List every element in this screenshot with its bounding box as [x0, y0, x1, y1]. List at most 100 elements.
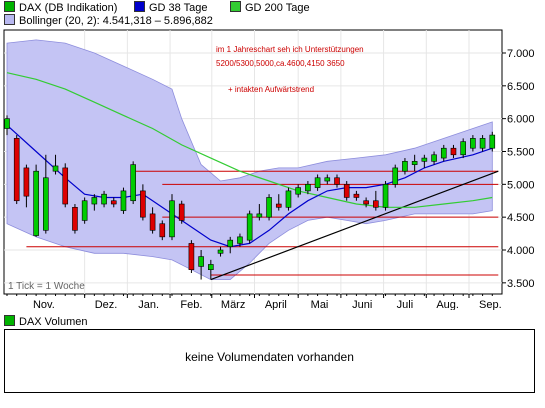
candle: [91, 194, 98, 211]
x-tick-label: Feb.: [180, 299, 202, 310]
candle: [392, 164, 399, 188]
candle-body: [101, 193, 107, 205]
candle: [353, 190, 360, 201]
x-tick-label: Juli: [397, 299, 414, 310]
candle: [246, 210, 253, 244]
trend-line: [210, 170, 499, 281]
annotation-3: + intakten Aufwärtstrend: [228, 85, 314, 94]
legend-label-dax: DAX (DB Indikation): [19, 2, 118, 14]
candle-body: [431, 154, 437, 162]
legend-row-main: DAX (DB Indikation) GD 38 Tage GD 200 Ta…: [4, 1, 310, 14]
y-tick-label: 7.000: [507, 48, 535, 60]
candle: [237, 233, 243, 247]
legend-label-volume: DAX Volumen: [19, 316, 88, 328]
y-tick-label: 4.000: [507, 245, 535, 257]
legend-item-gd38: GD 38 Tage: [134, 1, 208, 14]
y-axis: 3.500 4.000 4.500 5.000 5.500 6.000 6.500 7.000: [502, 48, 535, 290]
candle-body: [305, 184, 311, 192]
candle: [440, 144, 447, 162]
candle-body: [130, 164, 136, 202]
candle: [208, 259, 214, 280]
candle-body: [275, 203, 282, 208]
annotation-2: 5200/5300,5000,ca.4600,4150 3650: [216, 59, 345, 68]
x-tick-label: Nov.: [33, 299, 55, 310]
candle: [334, 174, 340, 188]
candle: [33, 164, 39, 237]
candle-body: [81, 200, 88, 221]
candle: [275, 194, 282, 211]
candle: [295, 184, 301, 198]
candle-body: [52, 165, 59, 172]
candle-body: [440, 147, 447, 159]
candle-body: [324, 177, 331, 182]
candle: [140, 184, 146, 221]
candle: [4, 115, 10, 136]
candle: [110, 197, 117, 208]
volume-message: keine Volumendaten vorhanden: [185, 350, 354, 364]
candle: [470, 135, 476, 152]
candle: [159, 220, 166, 241]
candle-body: [237, 236, 243, 244]
candle: [43, 154, 49, 234]
candle-body: [43, 177, 49, 231]
candle: [217, 246, 224, 257]
volume-panel: keine Volumendaten vorhanden: [4, 329, 535, 393]
y-tick-label: 4.500: [507, 212, 535, 224]
candle-body: [256, 213, 263, 218]
candle-body: [159, 223, 166, 238]
x-tick-label: Dez.: [95, 299, 118, 310]
candle-body: [169, 200, 175, 238]
candle: [314, 174, 321, 191]
candle-body: [178, 203, 185, 221]
y-tick-label: 5.500: [507, 146, 535, 158]
candle: [81, 197, 88, 224]
candle: [402, 158, 408, 175]
legend-label-gd200: GD 200 Tage: [245, 2, 310, 14]
y-tick-label: 3.500: [507, 278, 535, 290]
candle-body: [363, 200, 369, 205]
legend-swatch-bollinger: [4, 14, 15, 25]
candle-body: [4, 118, 10, 129]
candle: [101, 190, 107, 208]
tick-note: 1 Tick = 1 Woche: [8, 281, 85, 292]
candle-body: [149, 213, 156, 231]
candle: [256, 204, 263, 221]
candle-body: [450, 147, 457, 156]
y-tick-label: 5.000: [507, 179, 535, 191]
candles: [4, 115, 496, 280]
candle-body: [62, 167, 69, 205]
annotation-1: im 1 Jahreschart seh ich Unterstützungen: [216, 45, 364, 54]
candle: [479, 135, 486, 152]
candle-body: [285, 190, 292, 208]
candle: [72, 204, 78, 234]
candle: [23, 164, 30, 208]
legend-label-bollinger: Bollinger (20, 2): 4.541,318 – 5.896,882: [19, 15, 213, 27]
candle-body: [13, 138, 20, 202]
candle: [305, 181, 311, 195]
y-tick-label: 6.500: [507, 81, 535, 93]
candle: [188, 240, 195, 273]
x-tick-label: Aug.: [436, 299, 459, 310]
candle: [450, 144, 457, 159]
legend-swatch-gd38: [134, 1, 145, 12]
candle: [460, 138, 466, 159]
candle-body: [460, 141, 466, 156]
x-tick-label: Juni: [352, 299, 372, 310]
support-lines: [26, 170, 499, 276]
candle-body: [110, 200, 117, 205]
gd200-line: [6, 72, 493, 208]
candle-body: [246, 213, 253, 241]
candle-body: [23, 167, 30, 197]
legend-item-gd200: GD 200 Tage: [230, 1, 310, 14]
candle: [411, 154, 418, 172]
candle: [343, 181, 350, 201]
candle: [421, 154, 428, 168]
candle-body: [217, 249, 224, 254]
candle: [431, 151, 437, 165]
candle-body: [266, 197, 272, 218]
legend-item-dax: DAX (DB Indikation): [4, 1, 118, 14]
x-tick-label: März: [221, 299, 245, 310]
volume-legend: DAX Volumen: [4, 315, 87, 328]
x-tick-label: Mai: [311, 299, 329, 310]
candle-body: [198, 256, 204, 267]
